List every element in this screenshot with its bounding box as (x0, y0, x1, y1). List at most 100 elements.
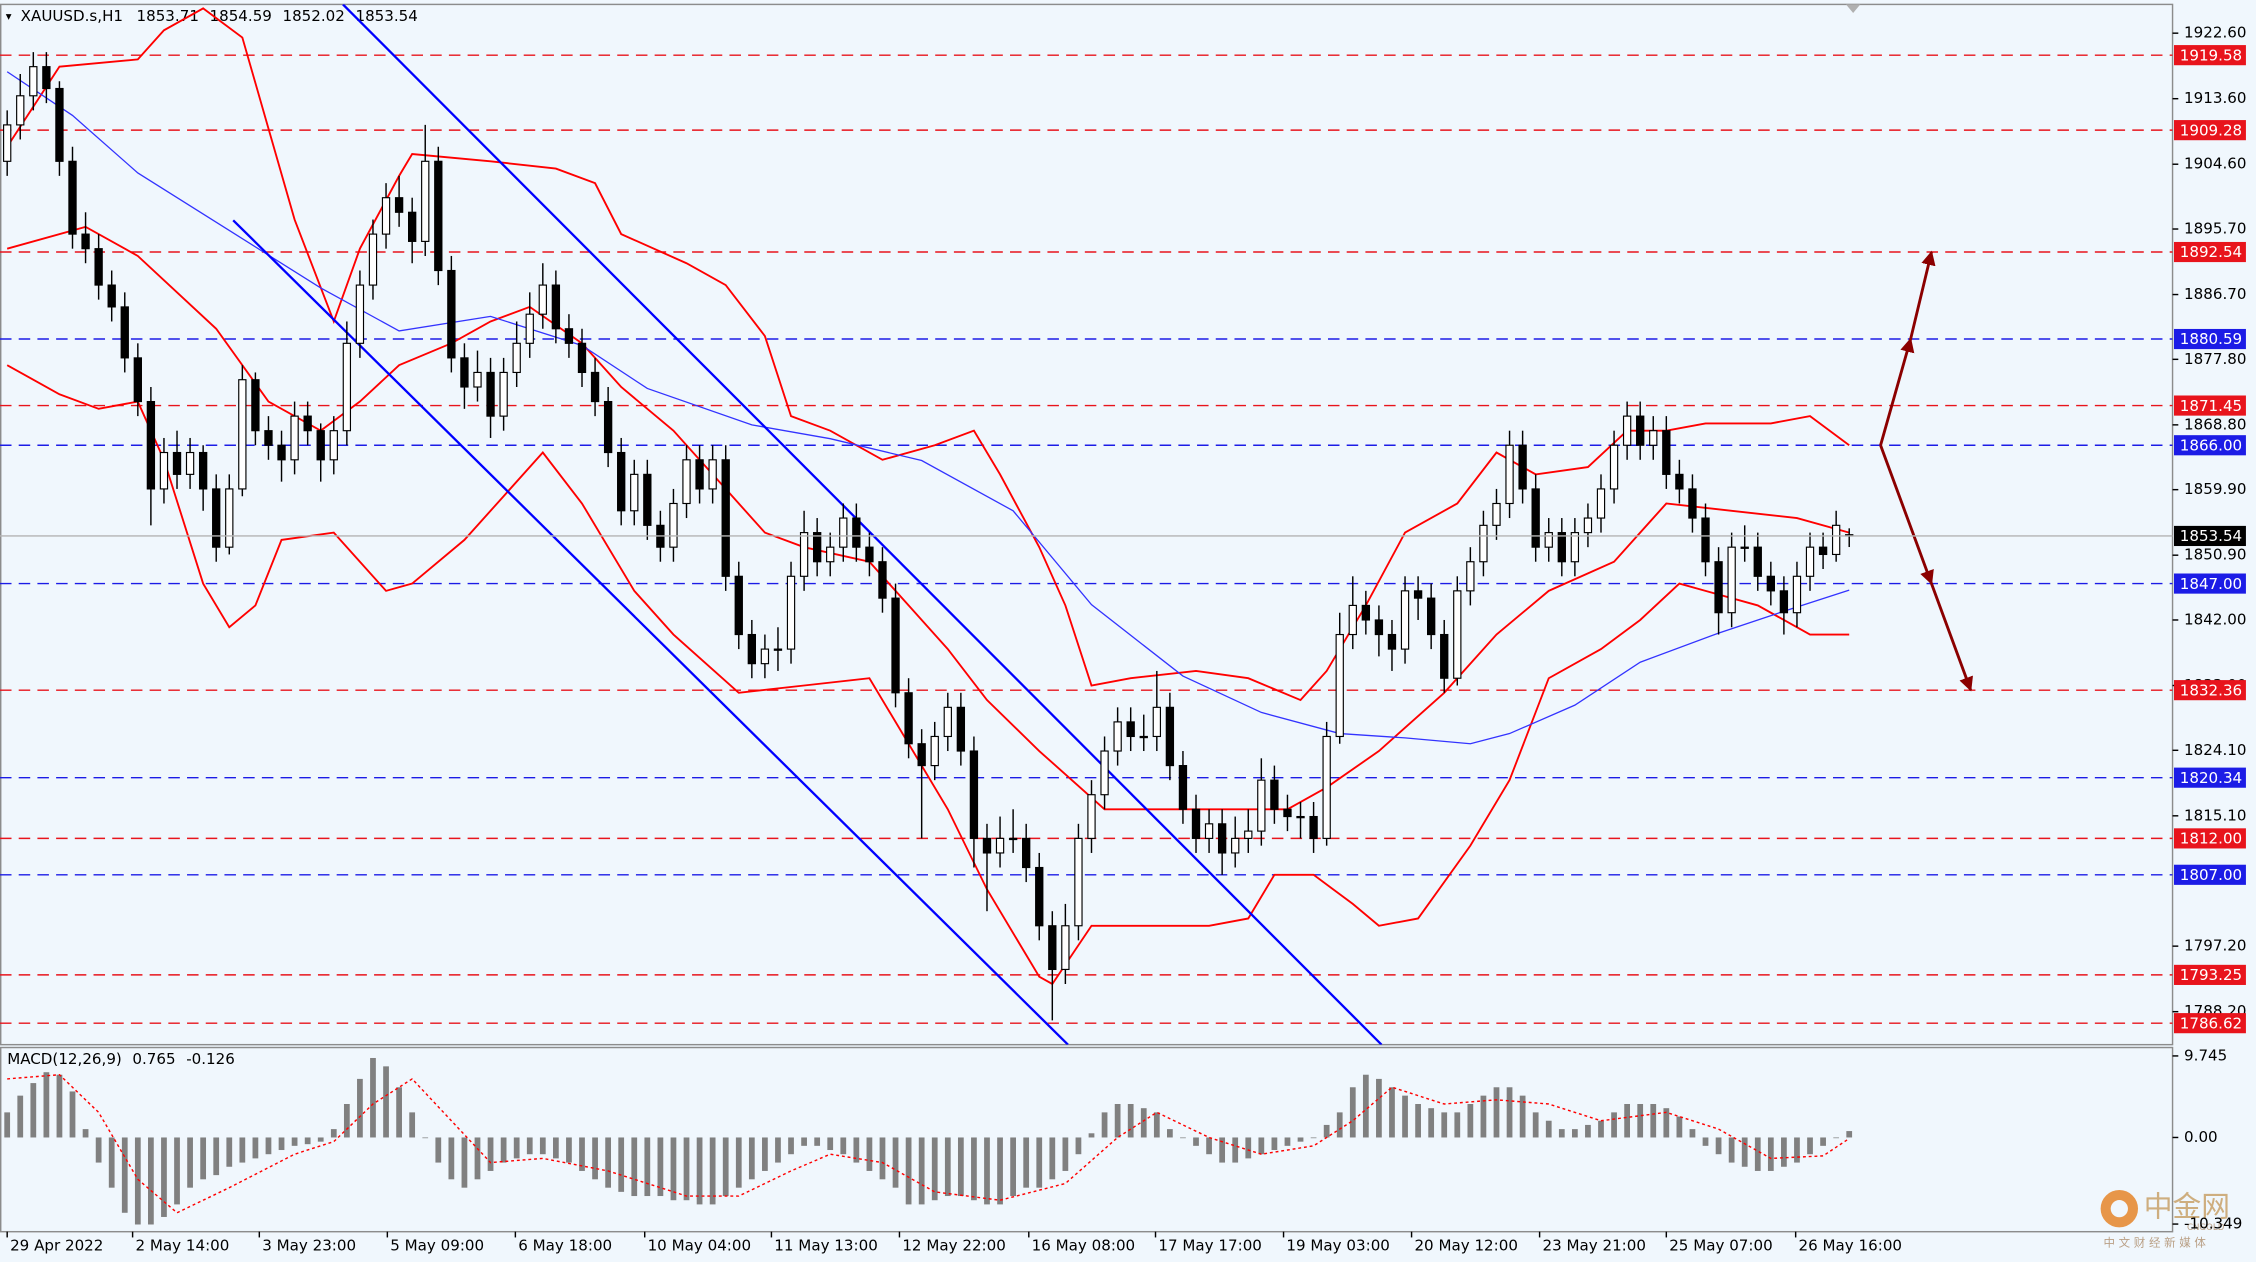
candle-body (1035, 866, 1044, 927)
macd-bar (526, 1137, 533, 1155)
chart-header: ▾ XAUUSD.s,H1 1853.71 1854.59 1852.02 18… (6, 6, 418, 24)
candle-body (1466, 561, 1475, 592)
candle-body (342, 342, 352, 432)
candle-body (303, 415, 312, 432)
macd-bar (1297, 1137, 1304, 1142)
macd-bar (383, 1066, 389, 1138)
candle-body (316, 430, 325, 461)
macd-bar (579, 1137, 585, 1171)
macd-bar (487, 1137, 494, 1171)
macd-bar (1676, 1116, 1683, 1138)
candle-body (1453, 590, 1462, 679)
candle-body (1296, 815, 1305, 819)
candle-body (1805, 546, 1815, 577)
candle-body (1139, 735, 1148, 739)
candle-body (682, 459, 691, 505)
macd-header: MACD(12,26,9) 0.765 -0.126 (7, 1050, 235, 1068)
y-tick-label: 1904.60 (2184, 155, 2246, 173)
macd-bar (500, 1137, 507, 1163)
macd-bar (121, 1137, 128, 1213)
macd-bar (56, 1074, 63, 1138)
candle-body (434, 160, 443, 272)
macd-bar (971, 1137, 977, 1201)
macd-bar (827, 1137, 834, 1151)
macd-bar (1558, 1129, 1565, 1138)
macd-bar (566, 1137, 572, 1163)
candle-body (1596, 488, 1606, 519)
macd-bar (1258, 1137, 1265, 1155)
candle-body (1714, 561, 1723, 614)
macd-bar (775, 1137, 781, 1163)
macd-bar (1637, 1104, 1644, 1138)
level-label-box (2173, 680, 2246, 701)
candle-body (564, 328, 574, 344)
macd-bar (43, 1072, 50, 1138)
macd-bar (1219, 1137, 1226, 1163)
candle-body (1818, 546, 1828, 556)
macd-bar (357, 1078, 363, 1138)
candle-body (107, 284, 116, 308)
macd-bar (435, 1137, 442, 1163)
macd-bar (644, 1137, 651, 1197)
candle-body (1348, 604, 1357, 636)
macd-bar (1323, 1124, 1330, 1138)
macd-y-tick-label: 0.00 (2184, 1128, 2218, 1146)
macd-bar (1833, 1137, 1840, 1139)
macd-bar (853, 1137, 860, 1163)
candle-body (251, 379, 260, 432)
level-label-box (2173, 1013, 2246, 1034)
y-tick-label: 1824.10 (2184, 741, 2246, 759)
macd-bar (722, 1137, 729, 1197)
macd-bar (905, 1137, 912, 1205)
candle-body (447, 269, 456, 359)
x-tick-label: 10 May 04:00 (648, 1237, 752, 1255)
candle-body (473, 371, 482, 388)
x-tick-label: 25 May 07:00 (1669, 1237, 1773, 1255)
candle-body (551, 284, 561, 330)
candle-body (708, 459, 717, 490)
candle-body (1374, 619, 1384, 636)
macd-bar (840, 1137, 847, 1155)
candle-body (852, 517, 861, 548)
macd-bar (1036, 1137, 1043, 1188)
macd-bar (1506, 1087, 1513, 1138)
candle-body (120, 306, 129, 359)
candle-body (1583, 517, 1593, 534)
candle-body (486, 371, 495, 417)
macd-bar (148, 1137, 154, 1225)
candle-body (81, 233, 90, 250)
candle-body (1178, 765, 1188, 810)
x-tick-label: 23 May 21:00 (1542, 1237, 1646, 1255)
candle-body (1126, 721, 1135, 738)
candle-body (1649, 430, 1658, 446)
macd-bar (1493, 1087, 1500, 1138)
watermark-latin: CNGOLD (2187, 1223, 2225, 1233)
candle-body (1074, 837, 1083, 927)
candle-body (212, 488, 221, 548)
x-tick-label: 16 May 08:00 (1032, 1237, 1136, 1255)
macd-bar (1010, 1137, 1016, 1197)
macd-bar (618, 1137, 625, 1192)
macd-bar (1088, 1133, 1095, 1138)
macd-bar (984, 1137, 990, 1205)
macd-bar (683, 1137, 690, 1201)
candle-body (786, 575, 796, 650)
candle-body (734, 575, 743, 636)
y-tick-label: 1797.20 (2184, 937, 2246, 955)
macd-y-tick-label: -10.349 (2184, 1215, 2242, 1233)
candle-body (1766, 575, 1775, 592)
shift-marker (1845, 4, 1861, 14)
candle-body (747, 633, 757, 665)
x-tick-label: 29 Apr 2022 (10, 1237, 103, 1255)
x-tick-label: 12 May 22:00 (902, 1237, 1006, 1255)
candle-body (460, 357, 469, 388)
x-tick-label: 26 May 16:00 (1799, 1237, 1903, 1255)
macd-bar (1376, 1078, 1382, 1138)
macd-bar (95, 1137, 102, 1163)
macd-bar (1245, 1137, 1252, 1159)
candle-body (995, 837, 1005, 854)
macd-bar (1232, 1137, 1239, 1163)
macd-bar (461, 1137, 468, 1188)
macd-bar (1663, 1108, 1670, 1138)
